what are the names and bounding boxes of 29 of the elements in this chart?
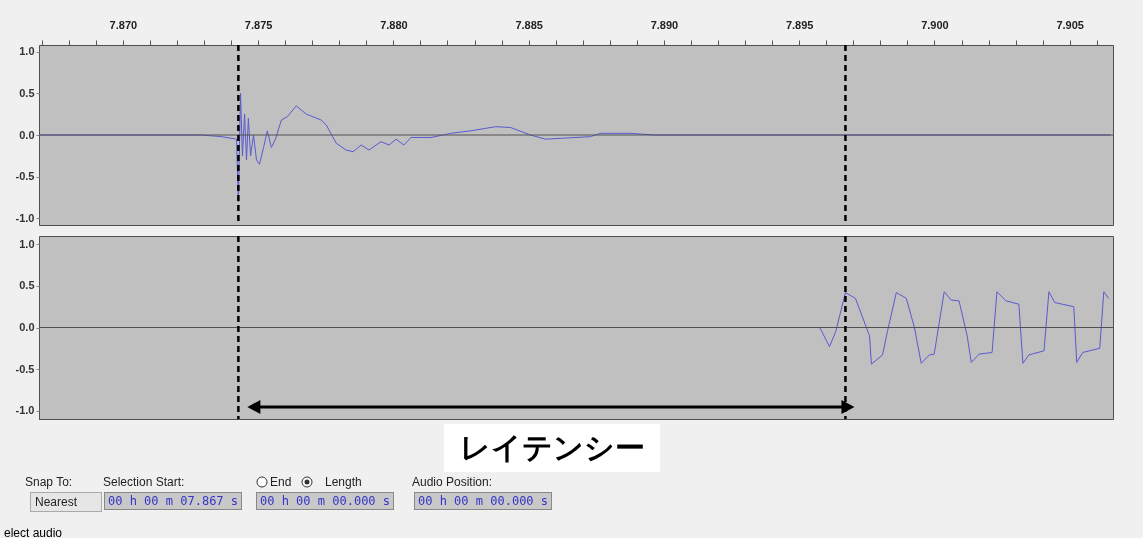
y-tick-label: 1.0 bbox=[19, 45, 35, 58]
y-tick-label: 0.0 bbox=[19, 128, 35, 141]
y-tick-label: 0.5 bbox=[19, 86, 35, 99]
text: 00 h 00 m 07.867 s bbox=[104, 492, 243, 510]
text: End bbox=[270, 475, 292, 489]
x-tick-label: 7.885 bbox=[515, 18, 543, 31]
text: Audio Position: bbox=[412, 475, 493, 489]
text: Selection Start: bbox=[103, 475, 185, 489]
x-tick-label: 7.875 bbox=[244, 18, 273, 31]
y-tick-label: -0.5 bbox=[15, 362, 35, 375]
x-tick-label: 7.870 bbox=[109, 18, 138, 31]
text: 00 h 00 m 00.000 s bbox=[256, 492, 395, 510]
text: Nearest bbox=[30, 492, 103, 512]
y-tick-label: 1.0 bbox=[19, 237, 35, 250]
x-tick-label: 7.890 bbox=[650, 18, 679, 31]
y-tick-label: -1.0 bbox=[15, 404, 35, 417]
x-tick-label: 7.905 bbox=[1056, 18, 1084, 31]
text: Length bbox=[325, 475, 362, 489]
x-tick-label: 7.895 bbox=[785, 18, 814, 31]
x-tick-label: 7.900 bbox=[921, 18, 949, 31]
text: レイテンシー bbox=[444, 424, 660, 472]
text: Snap To: bbox=[25, 475, 73, 489]
y-tick-label: 0.5 bbox=[19, 279, 35, 292]
text: 00 h 00 m 00.000 s bbox=[414, 492, 553, 510]
y-tick-label: 0.0 bbox=[19, 321, 35, 333]
text: elect audio bbox=[4, 526, 63, 538]
y-tick-label: -1.0 bbox=[15, 211, 35, 224]
y-tick-label: -0.5 bbox=[15, 170, 35, 183]
x-tick-label: 7.880 bbox=[380, 18, 408, 31]
